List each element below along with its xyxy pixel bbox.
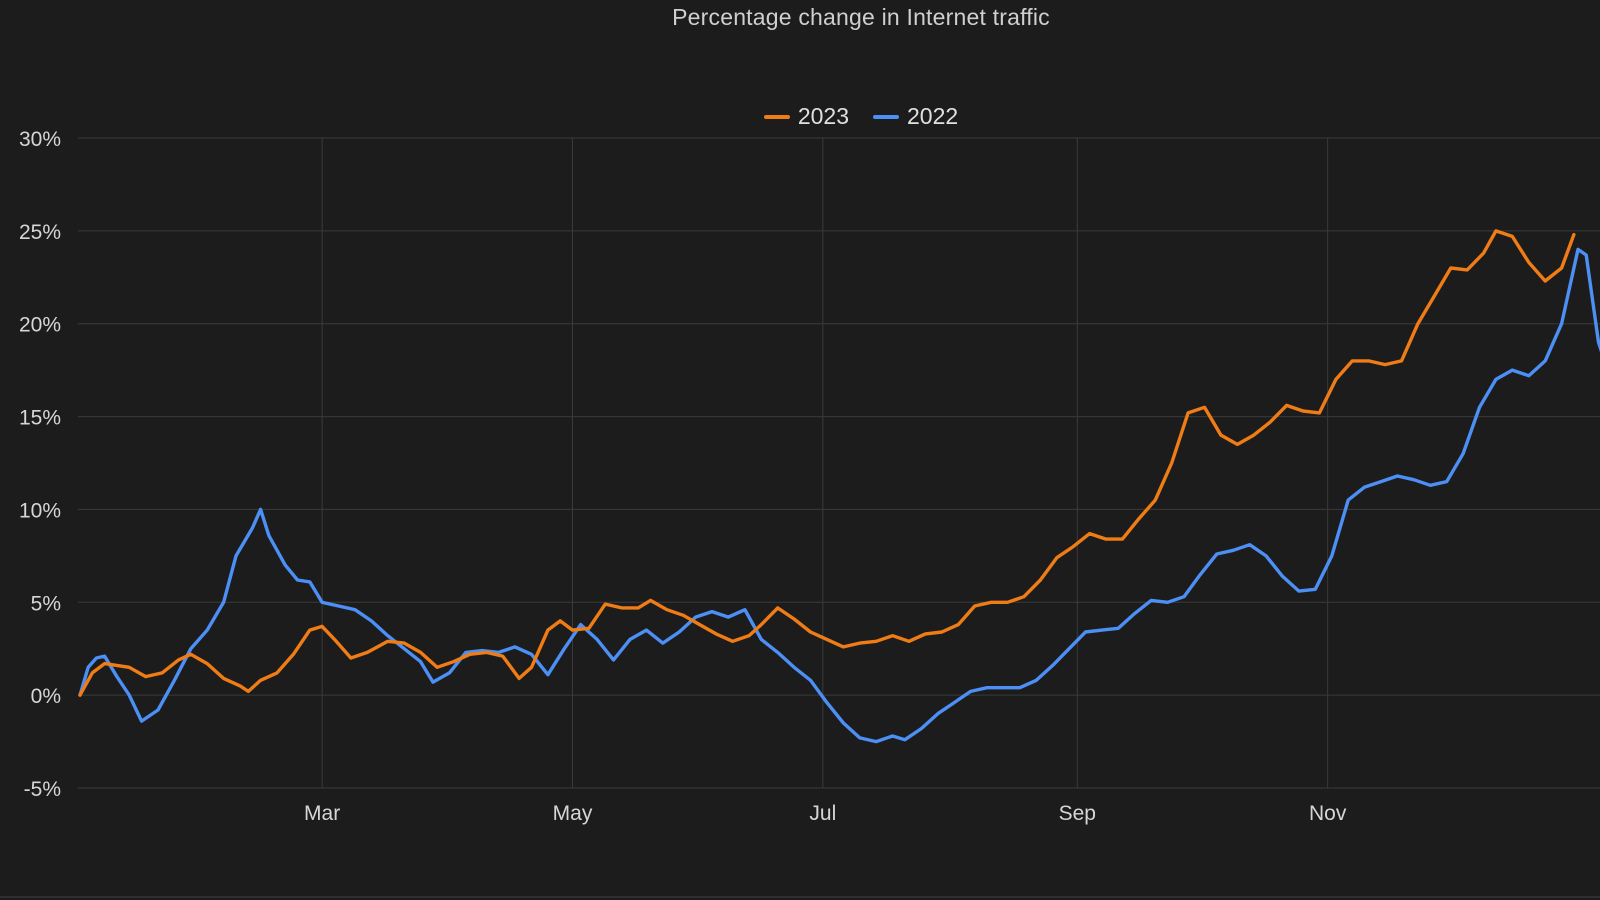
- y-tick-label: 20%: [19, 314, 61, 337]
- legend-swatch-2023: [763, 114, 790, 119]
- bottom-divider: [0, 896, 1600, 898]
- y-tick-label: 30%: [19, 128, 61, 151]
- legend-swatch-2022: [873, 114, 899, 119]
- x-tick-label: May: [553, 802, 593, 825]
- y-tick-label: 0%: [31, 685, 61, 708]
- y-tick-label: -5%: [24, 778, 61, 801]
- y-tick-label: 25%: [19, 221, 61, 244]
- x-tick-label: Jul: [809, 802, 836, 825]
- x-tick-label: Sep: [1059, 802, 1096, 825]
- y-tick-label: 10%: [19, 499, 61, 522]
- y-tick-label: 15%: [19, 407, 61, 430]
- chart-title: Percentage change in Internet traffic: [672, 4, 1050, 30]
- legend-item-2023[interactable]: 2023: [763, 103, 849, 130]
- legend-label-2022: 2022: [907, 103, 959, 129]
- series-line-2022: [78, 247, 1600, 744]
- series-line-2023: [78, 229, 1576, 697]
- y-tick-label: 5%: [31, 592, 61, 615]
- legend: 2023 2022: [0, 103, 1600, 130]
- x-tick-label: Mar: [304, 802, 340, 825]
- legend-item-2022[interactable]: 2022: [873, 103, 958, 130]
- x-tick-label: Nov: [1309, 802, 1347, 825]
- legend-label-2023: 2023: [797, 103, 849, 129]
